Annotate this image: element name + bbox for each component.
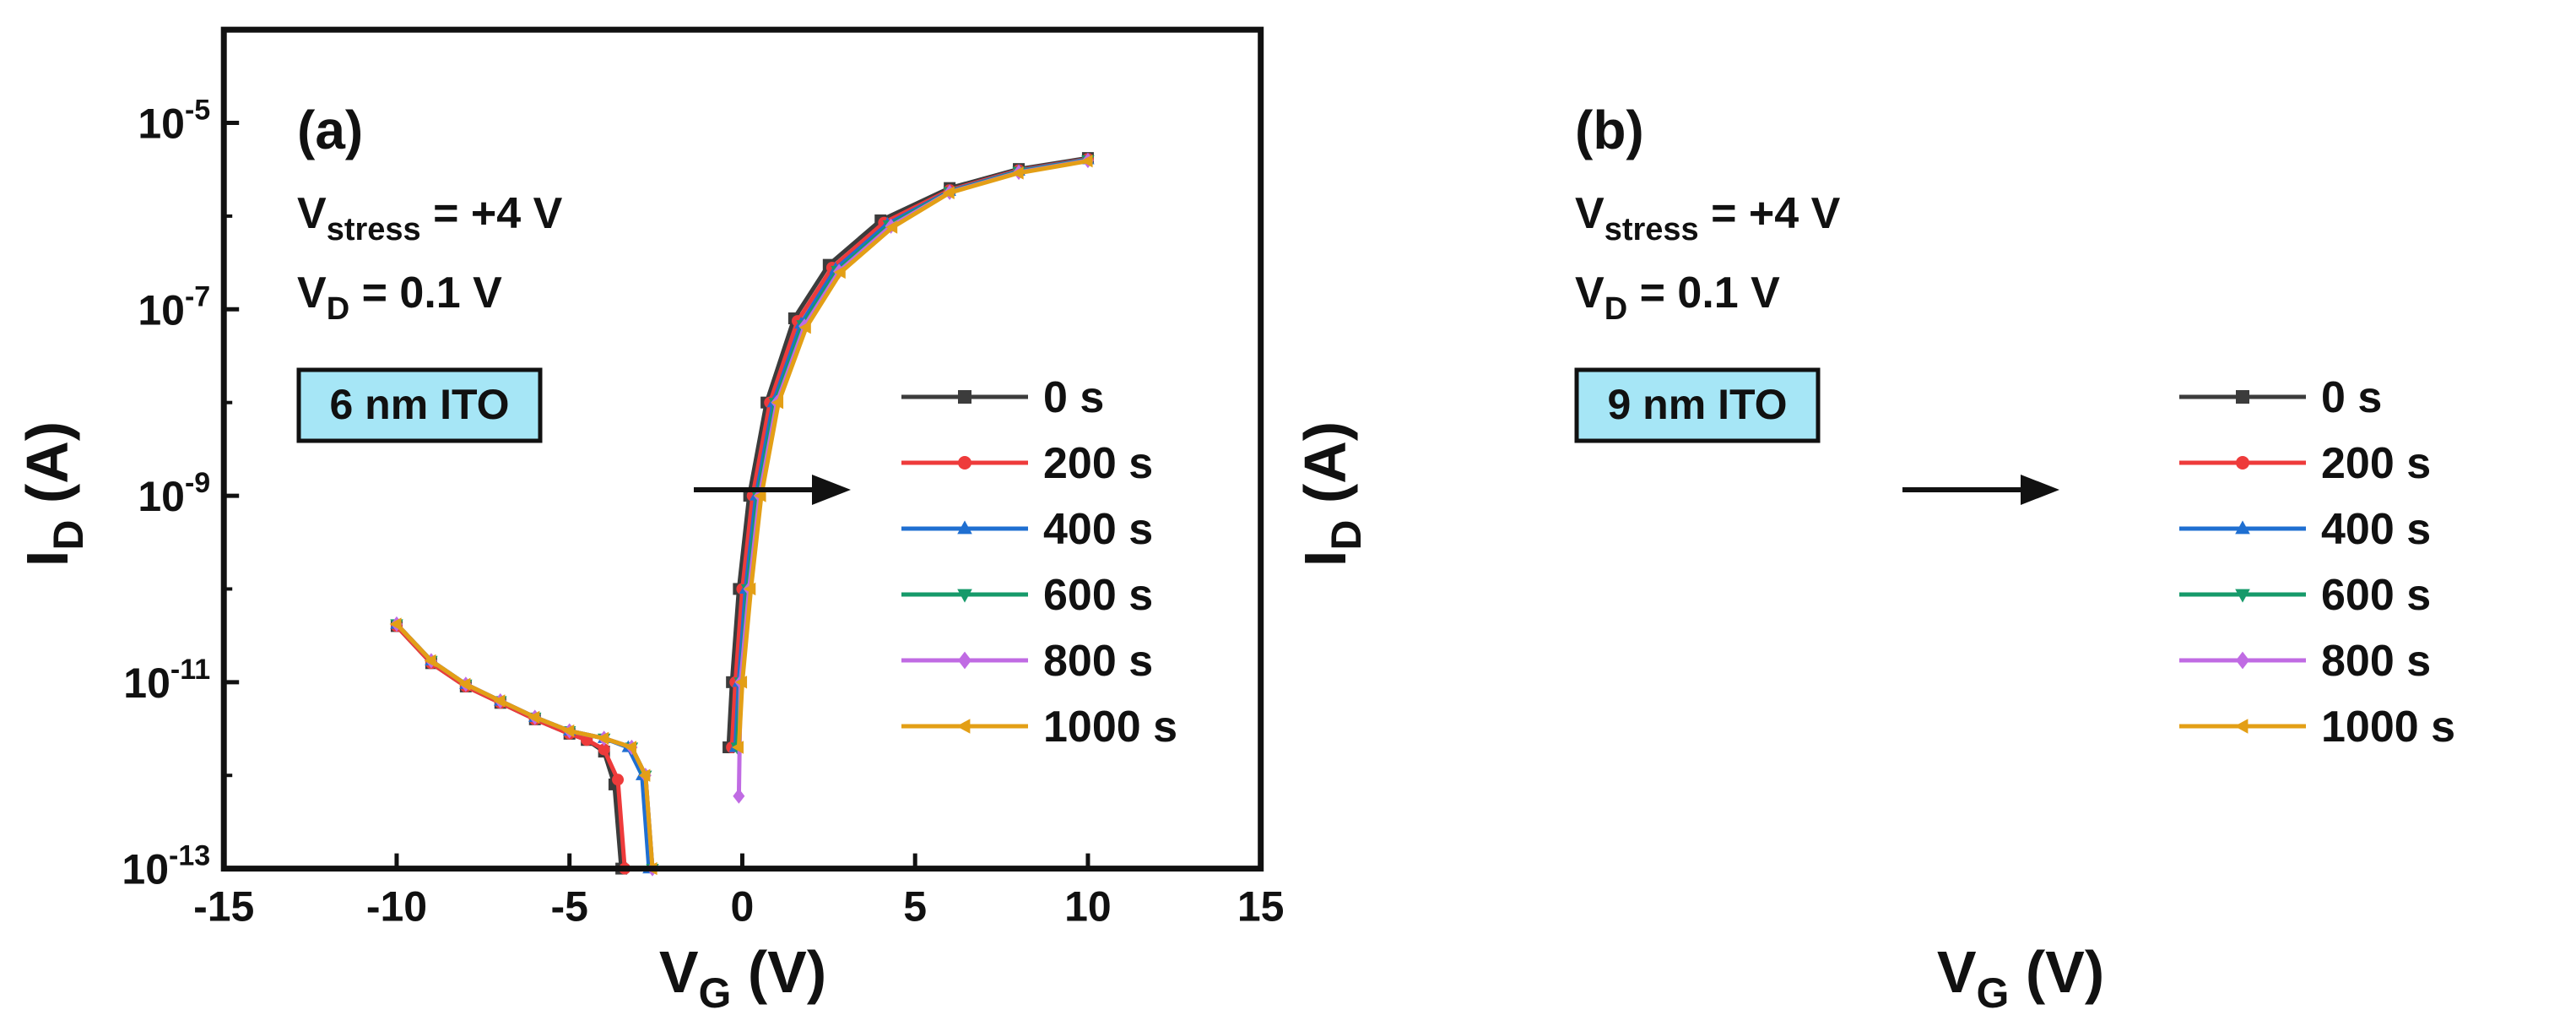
y-tick-label: 10-7	[138, 280, 210, 334]
x-axis-label: VG (V)	[1937, 939, 2104, 1017]
panel-label: (a)	[297, 100, 363, 160]
data-point	[458, 677, 471, 691]
legend-marker	[957, 589, 972, 603]
series-1000s	[389, 154, 1093, 876]
data-point	[493, 694, 506, 708]
series-line	[395, 622, 655, 869]
legend: 0 s 200 s 400 s 600 s 800 s 1000 s	[2179, 373, 2455, 752]
legend-label: 0 s	[1043, 373, 1104, 422]
data-point	[1080, 154, 1093, 168]
panel-label: (b)	[1575, 100, 1644, 160]
legend-marker	[956, 719, 971, 734]
legend-label: 1000 s	[1043, 703, 1177, 752]
legend-item: 0 s	[901, 373, 1104, 422]
data-point	[612, 774, 625, 786]
legend-item: 1000 s	[2179, 703, 2455, 752]
legend-marker	[2236, 456, 2249, 470]
legend-item: 800 s	[2179, 637, 2431, 686]
legend-label: 400 s	[1043, 505, 1153, 554]
legend-marker	[2236, 390, 2249, 404]
legend-item: 600 s	[901, 571, 1153, 620]
legend-label: 0 s	[2321, 373, 2382, 422]
x-axis-label: VG (V)	[659, 939, 826, 1017]
data-point	[754, 489, 766, 502]
legend-label: 600 s	[2321, 571, 2431, 620]
legend-label: 600 s	[1043, 571, 1153, 620]
legend-item: 200 s	[2179, 439, 2431, 488]
drain-voltage-label: VD = 0.1 V	[297, 269, 502, 327]
shift-arrow	[694, 475, 851, 505]
legend-item: 400 s	[901, 505, 1153, 554]
legend-label: 800 s	[2321, 637, 2431, 686]
ticks-layer: -15 -10 -5 0 5 10 15 10-13 10-11 10-9 10-7 10-5	[122, 28, 1285, 931]
data-point	[625, 741, 637, 754]
legend-item: 800 s	[901, 637, 1153, 686]
data-point	[771, 395, 784, 410]
shift-arrow	[1902, 475, 2059, 505]
legend-marker	[957, 520, 972, 535]
legend-marker	[2234, 719, 2249, 734]
legend-marker	[2235, 589, 2250, 603]
data-point	[598, 743, 610, 756]
stress-condition-label: Vstress = +4 V	[297, 189, 563, 247]
x-tick-label: 0	[731, 883, 755, 931]
legend-item: 600 s	[2179, 571, 2431, 620]
data-point	[833, 265, 846, 280]
ito-thickness-label: 9 nm ITO	[1607, 381, 1787, 428]
legend-marker	[2236, 651, 2249, 670]
data-point	[638, 768, 651, 782]
y-tick-label: 10-9	[138, 467, 210, 520]
legend-marker	[958, 651, 971, 670]
data-point	[389, 617, 402, 631]
data-point	[733, 788, 745, 804]
x-tick-label: -15	[193, 883, 254, 931]
y-axis-label: ID (A)	[1292, 421, 1370, 567]
legend-label: 200 s	[2321, 439, 2431, 488]
x-tick-label: 10	[1064, 883, 1112, 931]
data-point	[528, 710, 540, 725]
legend-marker	[958, 390, 971, 404]
x-tick-label: -5	[550, 883, 587, 931]
data-point	[597, 731, 609, 745]
legend-label: 400 s	[2321, 505, 2431, 554]
data-point	[798, 320, 811, 334]
legend-label: 800 s	[1043, 637, 1153, 686]
x-tick-label: -10	[366, 883, 427, 931]
y-axis-label: ID (A)	[14, 421, 92, 567]
legend-marker	[2235, 520, 2250, 535]
ito-thickness-box	[296, 367, 543, 443]
x-tick-label: 15	[1237, 883, 1285, 931]
panel-a: -15 -10 -5 0 5 10 15 10-13 10-11 10-9 10-7 10-5 (a)…	[14, 26, 1285, 1017]
legend-label: 1000 s	[2321, 703, 2455, 752]
legend-marker	[958, 456, 971, 470]
data-point	[424, 654, 436, 668]
x-tick-label: 5	[903, 883, 927, 931]
data-point	[942, 186, 955, 199]
stress-condition-label: Vstress = +4 V	[1575, 189, 1841, 247]
legend-label: 200 s	[1043, 439, 1153, 488]
data-point	[1011, 166, 1024, 180]
legend-item: 1000 s	[901, 703, 1177, 752]
data-point	[885, 220, 898, 234]
ito-thickness-label: 6 nm ITO	[329, 381, 509, 428]
legend: 0 s 200 s 400 s 600 s 800 s 1000 s	[901, 373, 1177, 752]
y-tick-label: 10-5	[138, 95, 210, 148]
data-point	[562, 724, 575, 738]
legend-item: 0 s	[2179, 373, 2382, 422]
drain-voltage-label: VD = 0.1 V	[1575, 269, 1780, 327]
legend-item: 200 s	[901, 439, 1153, 488]
data-point	[735, 676, 748, 689]
series-layer	[389, 152, 1095, 877]
y-tick-label: 10-11	[123, 654, 210, 707]
y-tick-label: 10-13	[122, 840, 210, 893]
ito-thickness-box	[1574, 367, 1821, 443]
data-point	[744, 582, 756, 596]
data-point	[731, 741, 744, 754]
legend-item: 400 s	[2179, 505, 2431, 554]
